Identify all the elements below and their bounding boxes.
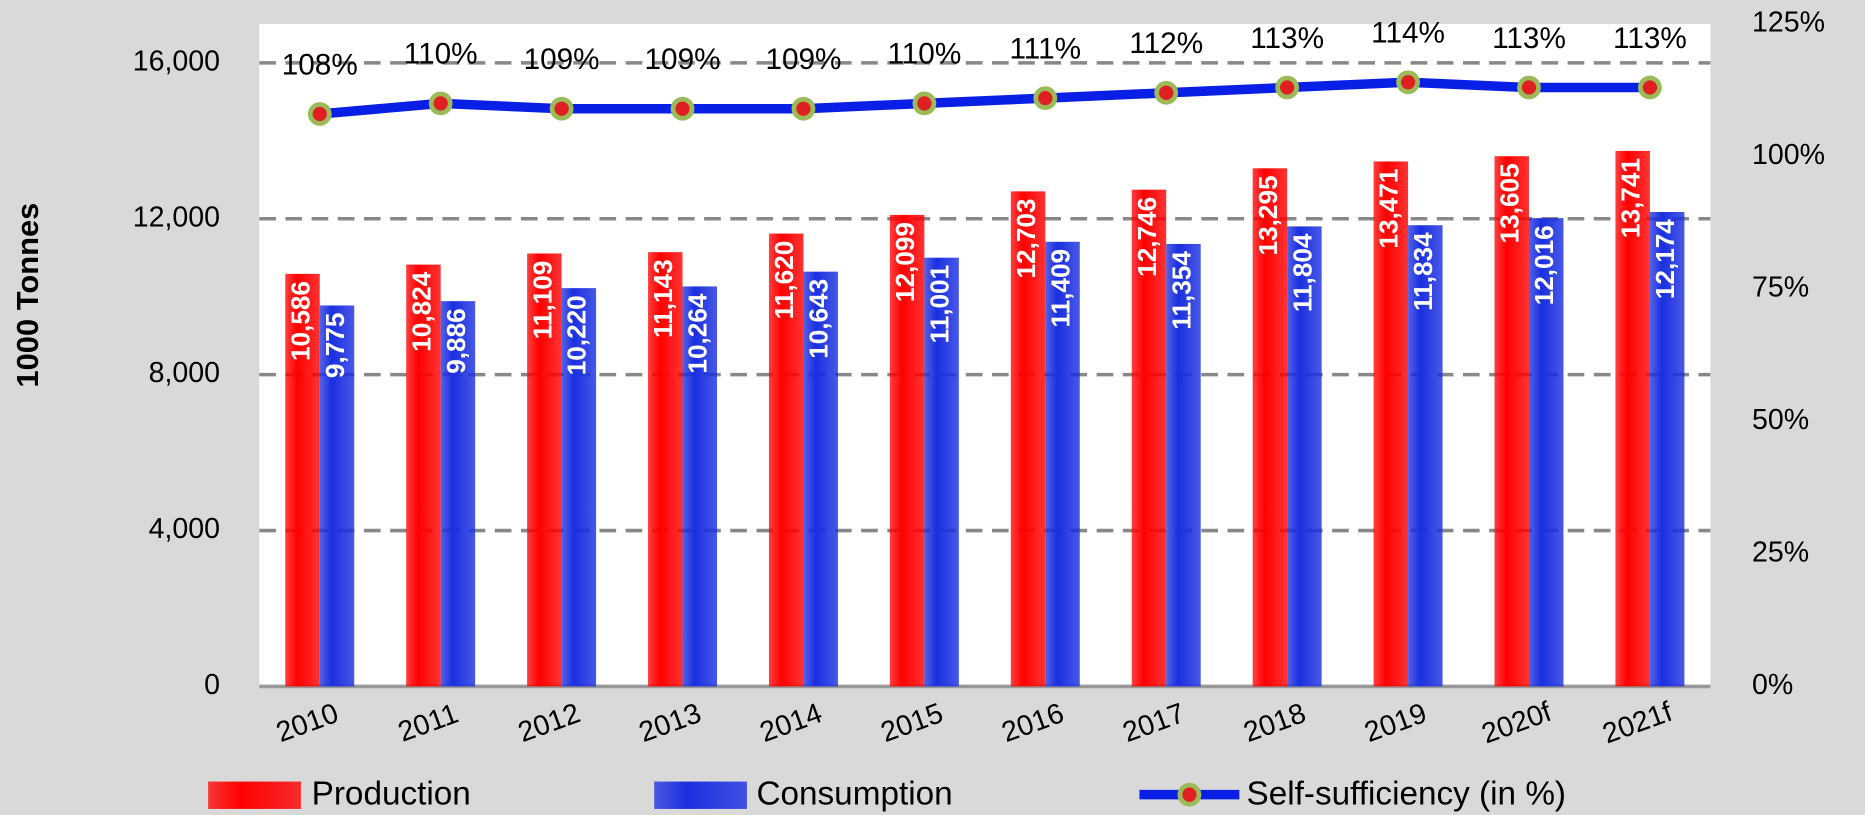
- marker-core: [1400, 75, 1416, 90]
- bar-value-label: 12,174: [1650, 219, 1680, 299]
- bar-value-label: 13,295: [1253, 175, 1283, 255]
- legend-label: Consumption: [756, 776, 952, 813]
- y2-tick-label: 125%: [1752, 6, 1825, 38]
- line-value-label: 109%: [765, 43, 841, 76]
- bar-value-label: 13,471: [1374, 169, 1404, 249]
- bar-value-label: 11,143: [648, 259, 678, 338]
- line-value-label: 113%: [1492, 22, 1566, 55]
- bar-value-label: 12,099: [890, 222, 920, 302]
- marker-core: [312, 106, 327, 122]
- bar-value-label: 13,741: [1616, 158, 1646, 238]
- bar: [561, 288, 597, 687]
- bar-value-label: 11,409: [1045, 249, 1075, 328]
- marker-core: [554, 101, 569, 116]
- marker-core: [433, 96, 448, 111]
- y2-tick-label: 50%: [1752, 404, 1809, 436]
- bar-value-label: 11,834: [1408, 232, 1438, 311]
- bar-value-label: 11,109: [527, 261, 557, 340]
- legend-label: Self-sufficiency (in %): [1247, 776, 1567, 813]
- marker-core: [917, 96, 932, 111]
- line-value-label: 109%: [645, 43, 721, 76]
- bar: [1252, 168, 1288, 687]
- bar: [440, 301, 476, 687]
- bar-value-label: 11,001: [925, 265, 955, 344]
- legend-marker-core: [1182, 787, 1197, 802]
- bar: [924, 257, 959, 687]
- y2-tick-label: 25%: [1752, 536, 1809, 568]
- bar-value-label: 10,586: [285, 281, 315, 361]
- line-value-label: 112%: [1129, 27, 1203, 60]
- line-value-label: 113%: [1250, 22, 1324, 55]
- bar: [1287, 226, 1322, 687]
- bar: [1649, 211, 1685, 687]
- plot-area: [259, 23, 1711, 687]
- bar: [285, 273, 320, 687]
- y-tick-label: 16,000: [133, 45, 220, 77]
- bar: [889, 214, 925, 687]
- bar-value-label: 10,264: [683, 293, 713, 373]
- bar: [1131, 189, 1167, 687]
- bar-value-label: 11,620: [769, 241, 799, 320]
- y2-tick-label: 0%: [1752, 669, 1793, 701]
- line: [319, 77, 1650, 119]
- bar: [319, 305, 355, 687]
- marker-core: [1038, 90, 1053, 106]
- bar: [1166, 243, 1201, 687]
- bar-value-label: 13,605: [1495, 163, 1525, 243]
- bar: [1373, 161, 1409, 687]
- bar-value-label: 9,775: [320, 313, 350, 378]
- bar: [803, 271, 838, 687]
- bar: [1408, 225, 1443, 687]
- y-tick-label: 4,000: [149, 513, 220, 545]
- bar-value-label: 12,703: [1011, 199, 1041, 279]
- marker-core: [796, 101, 811, 116]
- bar: [682, 286, 718, 687]
- line-value-label: 110%: [404, 38, 478, 71]
- bar: [527, 253, 562, 687]
- line-value-label: 111%: [1009, 32, 1081, 65]
- line-value-label: 108%: [282, 48, 358, 81]
- bar: [1528, 218, 1564, 687]
- marker-core: [1159, 85, 1174, 100]
- bar: [1494, 156, 1529, 687]
- y2-tick-label: 100%: [1752, 139, 1825, 171]
- bar: [1045, 241, 1080, 687]
- legend-label: Production: [312, 776, 471, 813]
- bar-value-label: 10,643: [804, 279, 834, 359]
- line-value-label: 113%: [1613, 22, 1687, 55]
- bar: [768, 233, 804, 687]
- bar: [648, 252, 683, 687]
- bar-value-label: 10,220: [562, 295, 592, 375]
- bar: [1010, 191, 1046, 687]
- line-value-label: 114%: [1371, 16, 1445, 49]
- bar-value-label: 11,354: [1166, 251, 1196, 330]
- marker-core: [675, 101, 690, 116]
- marker-core: [1280, 80, 1295, 95]
- bar-value-label: 11,804: [1287, 233, 1317, 312]
- bar-value-label: 9,886: [441, 308, 471, 373]
- legend-swatch: [654, 781, 747, 809]
- bar: [406, 264, 441, 687]
- y-tick-label: 12,000: [133, 201, 220, 233]
- legend-swatch: [208, 781, 301, 809]
- y-tick-label: 0: [204, 669, 220, 701]
- y2-tick-label: 75%: [1752, 271, 1809, 303]
- bar-value-label: 12,746: [1132, 197, 1162, 277]
- marker-core: [1642, 80, 1658, 95]
- bar-value-label: 10,824: [406, 271, 436, 351]
- marker-core: [1521, 80, 1537, 95]
- y-tick-label: 8,000: [149, 357, 220, 389]
- line-value-label: 110%: [887, 38, 961, 71]
- y-axis-title: 1000 Tonnes: [10, 203, 45, 388]
- line-value-label: 109%: [524, 43, 600, 76]
- bar-value-label: 12,016: [1529, 225, 1559, 305]
- bar: [1615, 150, 1650, 687]
